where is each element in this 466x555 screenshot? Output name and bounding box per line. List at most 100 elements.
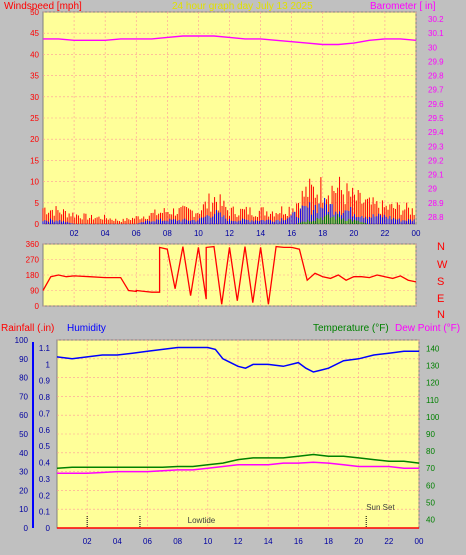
direction-degree-ticks: 0 90 180 270 360: [26, 240, 40, 311]
wind-grid: [43, 11, 417, 225]
rainfall-tick-label: 1.1: [39, 344, 51, 353]
windspeed-tick-label: 25: [30, 114, 39, 123]
x-tick-label: 00: [415, 537, 424, 546]
compass-label: N: [437, 309, 445, 321]
barometer-tick-label: 29.4: [428, 128, 444, 137]
humidity-tick-label: 60: [19, 411, 28, 420]
windspeed-tick-label: 45: [30, 29, 39, 38]
direction-tick-label: 270: [26, 256, 40, 265]
x-tick-label: 10: [203, 537, 212, 546]
barometer-axis-label: Barometer [ in]: [370, 1, 436, 12]
compass-label: S: [437, 276, 444, 288]
x-tick-label: 06: [143, 537, 152, 546]
rainfall-tick-label: 1: [46, 360, 51, 369]
windspeed-tick-label: 0: [35, 220, 40, 229]
direction-tick-label: 180: [26, 271, 40, 280]
x-tick-label: 02: [83, 537, 92, 546]
temperature-tick-label: 120: [426, 379, 440, 388]
humidity-tick-label: 100: [15, 336, 29, 345]
windspeed-axis-label: Windspeed [mph]: [4, 1, 82, 12]
rainfall-tick-label: 0.5: [39, 442, 51, 451]
temp-series: [56, 346, 420, 475]
x-tick-label: 12: [234, 537, 243, 546]
rainfall-tick-label: 0.4: [39, 459, 51, 468]
humidity-tick-label: 70: [19, 392, 28, 401]
barometer-tick-label: 30.1: [428, 29, 444, 38]
temperature-label: Temperature (°F): [313, 323, 389, 334]
rainfall-axis-label: Rainfall (.in): [1, 323, 54, 334]
humidity-tick-label: 20: [19, 486, 28, 495]
humidity-tick-label: 40: [19, 449, 28, 458]
x-tick-label: 20: [354, 537, 363, 546]
humidity-tick-label: 80: [19, 374, 28, 383]
direction-tick-label: 90: [30, 287, 39, 296]
temperature-tick-label: 90: [426, 430, 435, 439]
temperature-tick-label: 40: [426, 515, 435, 524]
humidity-label: Humidity: [67, 323, 106, 334]
windspeed-axis-ticks: 0 5 10 15 20 25 30 35 40 45 50: [30, 8, 39, 229]
windspeed-tick-label: 15: [30, 156, 39, 165]
temperature-axis-ticks: 40 50 60 70 80 90 100 110 120 130 140: [426, 345, 440, 525]
x-tick-label: 04: [101, 229, 110, 238]
tide-sun-annotations: Lowtide Sun Set: [57, 503, 419, 529]
dewpoint-label: Dew Point (°F): [395, 323, 460, 334]
barometer-line: [43, 35, 417, 46]
barometer-axis-ticks: 28.8 28.9 29 29.1 29.2 29.3 29.4 29.5 29.6 29.7 29…: [428, 15, 444, 222]
x-tick-label: 06: [132, 229, 141, 238]
barometer-tick-label: 28.9: [428, 199, 444, 208]
sunset-annotation: Sun Set: [366, 503, 395, 512]
compass-label: W: [437, 259, 448, 271]
direction-series: [42, 245, 417, 305]
rainfall-tick-label: 0.7: [39, 409, 51, 418]
windspeed-tick-label: 20: [30, 135, 39, 144]
x-tick-label: 22: [380, 229, 389, 238]
windspeed-tick-label: 35: [30, 72, 39, 81]
humidity-tick-label: 30: [19, 468, 28, 477]
temperature-tick-label: 60: [426, 481, 435, 490]
windspeed-tick-label: 10: [30, 178, 39, 187]
x-tick-label: 08: [173, 537, 182, 546]
temp-grid: [57, 339, 420, 529]
x-tick-label: 04: [113, 537, 122, 546]
direction-plot-area: [42, 243, 417, 307]
temperature-tick-label: 130: [426, 362, 440, 371]
direction-tick-label: 360: [26, 240, 40, 249]
humidity-line: [56, 346, 419, 373]
barometer-tick-label: 29.5: [428, 114, 444, 123]
barometer-tick-label: 29.1: [428, 171, 444, 180]
barometer-tick-label: 28.8: [428, 213, 444, 222]
x-tick-label: 18: [318, 229, 327, 238]
humidity-tick-label: 10: [19, 505, 28, 514]
windspeed-tick-label: 30: [30, 93, 39, 102]
humidity-tick-label: 50: [19, 430, 28, 439]
temperature-tick-label: 140: [426, 345, 440, 354]
x-tick-label: 16: [287, 229, 296, 238]
temperature-line: [56, 453, 420, 469]
temperature-tick-label: 50: [426, 498, 435, 507]
rainfall-tick-label: 0: [46, 524, 51, 533]
direction-line: [42, 245, 417, 305]
dewpoint-line: [57, 461, 419, 475]
rainfall-tick-label: 0.1: [39, 508, 51, 517]
x-tick-label: 18: [324, 537, 333, 546]
rainfall-tick-label: 0.2: [39, 491, 51, 500]
windspeed-tick-label: 50: [30, 8, 39, 17]
x-tick-label: 14: [264, 537, 273, 546]
x-tick-label: 02: [70, 229, 79, 238]
rainfall-tick-label: 0.3: [39, 475, 51, 484]
x-tick-label: 12: [225, 229, 234, 238]
humidity-axis-ticks: 0 10 20 30 40 50 60 70 80 90 100: [15, 336, 29, 533]
x-tick-label: 20: [349, 229, 358, 238]
x-tick-label: 16: [294, 537, 303, 546]
windspeed-tick-label: 5: [35, 199, 40, 208]
x-tick-label: 00: [412, 229, 421, 238]
rainfall-tick-label: 0.6: [39, 426, 51, 435]
rainfall-tick-label: 0.8: [39, 393, 51, 402]
x-tick-label: 08: [163, 229, 172, 238]
wind-x-axis-ticks: 02 04 06 08 10 12 14 16 18 20 22 00: [70, 229, 421, 238]
temperature-tick-label: 100: [426, 413, 440, 422]
